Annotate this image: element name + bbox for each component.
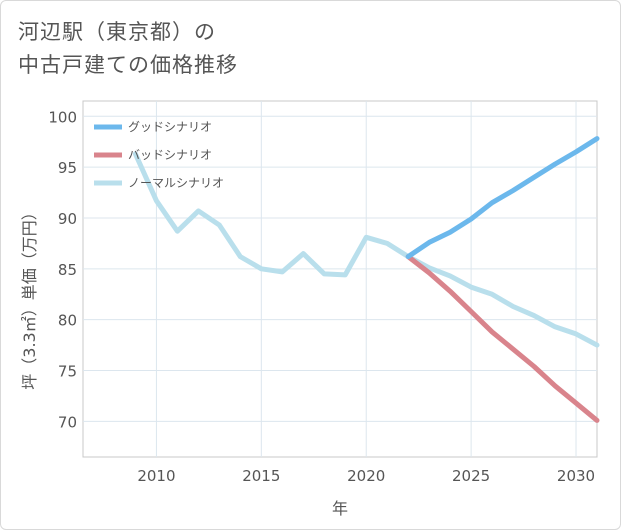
x-tick-label: 2015 [242, 467, 280, 485]
y-tick-label: 75 [58, 363, 77, 381]
y-tick-label: 85 [58, 261, 77, 279]
legend-label-2: ノーマルシナリオ [128, 176, 224, 190]
x-tick-label: 2030 [557, 467, 595, 485]
y-tick-label: 95 [58, 159, 77, 177]
y-axis-label: 坪（3.3㎡）単価（万円） [20, 204, 39, 389]
y-tick-label: 70 [58, 413, 77, 431]
grid [83, 101, 597, 457]
x-axis-label: 年 [332, 499, 348, 518]
y-tick-label: 100 [48, 108, 77, 126]
x-ticks: 2010 2015 2020 2025 2030 [137, 467, 595, 485]
legend-label-0: グッドシナリオ [128, 120, 212, 134]
chart-title: 河辺駅（東京都）の 中古戸建ての価格推移 [18, 16, 238, 82]
y-tick-label: 90 [58, 210, 77, 228]
x-tick-label: 2020 [347, 467, 385, 485]
y-tick-label: 80 [58, 312, 77, 330]
series-line-0 [405, 136, 600, 260]
series-line-1 [405, 254, 600, 423]
title-line-1: 河辺駅（東京都）の [18, 20, 216, 44]
y-ticks: 70 75 80 85 90 95 100 [48, 108, 77, 431]
x-tick-label: 2010 [137, 467, 175, 485]
series-lines [132, 136, 600, 423]
x-tick-label: 2025 [452, 467, 490, 485]
plot-area [82, 100, 598, 458]
series-line-2 [132, 151, 600, 348]
title-line-2: 中古戸建ての価格推移 [18, 53, 238, 77]
legend-label-1: バッドシナリオ [128, 148, 212, 162]
